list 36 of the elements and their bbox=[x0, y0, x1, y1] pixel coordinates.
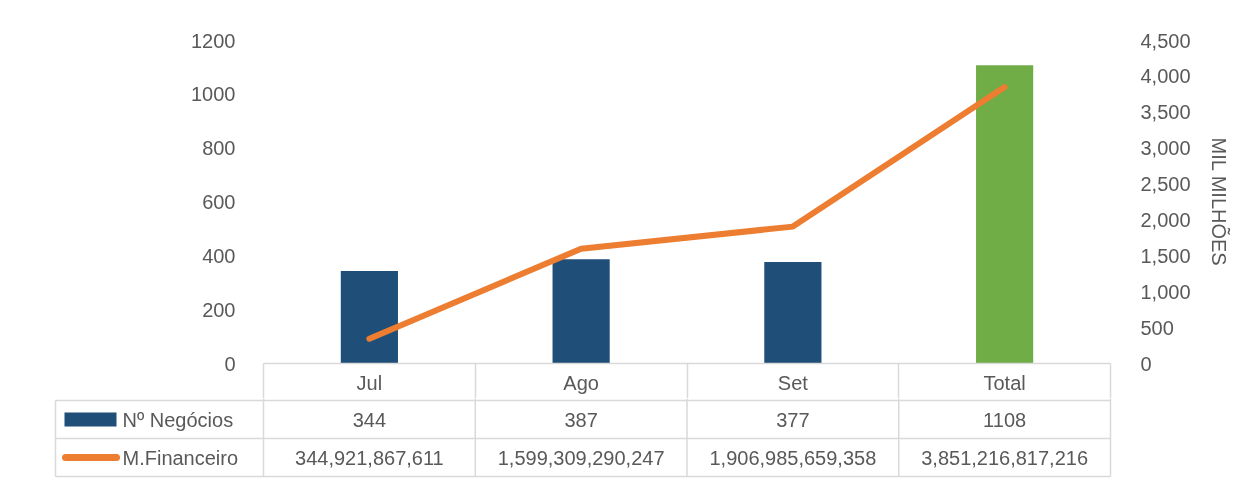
y-tick-label: 1200 bbox=[191, 29, 236, 52]
x-tick-label: Set bbox=[777, 371, 809, 394]
y2-tick-label: 1,500 bbox=[1140, 244, 1191, 267]
y2-tick-label: 500 bbox=[1140, 316, 1174, 339]
legend-label: M.Financeiro bbox=[122, 446, 239, 469]
legend-label: Nº Negócios bbox=[122, 408, 234, 431]
x-tick-label: Jul bbox=[356, 371, 383, 394]
y-tick-label: 400 bbox=[202, 244, 236, 267]
y2-tick-label: 4,500 bbox=[1140, 29, 1191, 52]
y-tick-label: 0 bbox=[224, 352, 236, 375]
y2-tick-label: 1,000 bbox=[1140, 280, 1191, 303]
y2-tick-label: 3,500 bbox=[1140, 101, 1191, 124]
bar bbox=[340, 270, 398, 364]
x-tick-label: Total bbox=[983, 371, 1026, 394]
y2-axis-title: MIL MILHÕES bbox=[1207, 137, 1231, 266]
data-label: 387 bbox=[564, 408, 598, 431]
text: 1,906,985,659,358 bbox=[709, 446, 877, 469]
y-tick-label: 600 bbox=[202, 191, 236, 213]
bar bbox=[552, 259, 610, 364]
y2-tick-label: 2,500 bbox=[1140, 173, 1191, 196]
y2-tick-label: 4,000 bbox=[1140, 65, 1191, 88]
y-tick-label: 800 bbox=[202, 137, 236, 160]
bar bbox=[764, 262, 822, 364]
data-label: 377 bbox=[776, 408, 810, 431]
y2-tick-label: 0 bbox=[1140, 352, 1152, 375]
y2-tick-label: 3,000 bbox=[1140, 137, 1191, 160]
x-tick-label: Ago bbox=[563, 371, 599, 394]
y2-tick-label: 2,000 bbox=[1140, 208, 1191, 231]
y-tick-label: 1000 bbox=[191, 83, 236, 106]
data-label: 1108 bbox=[983, 408, 1027, 431]
bar bbox=[976, 65, 1034, 364]
data-label: 344 bbox=[352, 408, 387, 431]
y-tick-label: 200 bbox=[202, 298, 236, 321]
text: 3,851,216,817,216 bbox=[921, 446, 1089, 469]
text: 1,599,309,290,247 bbox=[497, 446, 665, 469]
text: 344,921,867,611 bbox=[295, 446, 444, 469]
